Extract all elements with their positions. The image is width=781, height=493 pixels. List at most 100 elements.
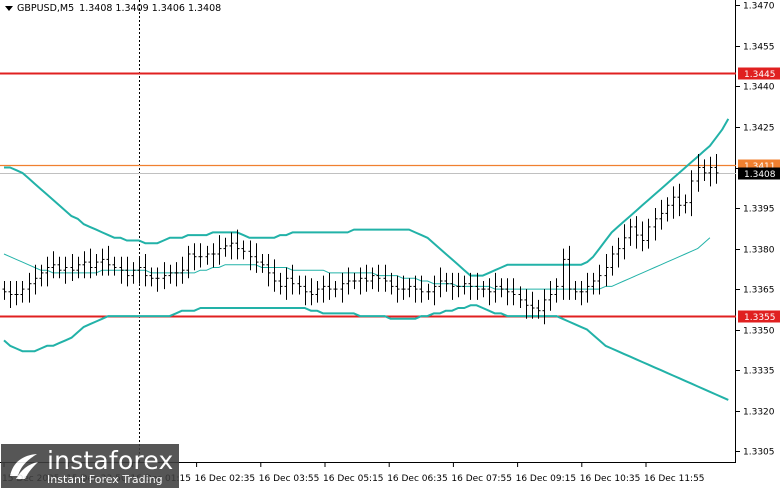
price-bar — [456, 272, 461, 298]
price-bar — [155, 267, 160, 292]
time-tick-label: 16 Dec 02:35 — [195, 474, 256, 484]
price-bar — [229, 232, 234, 260]
instaforex-logo: instaforex Instant Forex Trading — [1, 444, 179, 488]
price-bar — [671, 186, 676, 219]
dropdown-triangle-icon[interactable] — [5, 5, 13, 11]
price-bar — [352, 272, 357, 290]
price-bar — [665, 197, 670, 222]
price-bar — [125, 256, 130, 287]
level-price-tag — [738, 67, 780, 80]
price-bar — [223, 237, 228, 257]
price-bar — [426, 283, 431, 300]
price-bar — [346, 267, 351, 295]
price-bar — [548, 281, 553, 311]
price-bar — [702, 159, 707, 181]
price-bar — [112, 256, 117, 276]
price-bar — [401, 275, 406, 300]
price-bar — [260, 254, 265, 273]
price-bar — [333, 281, 338, 298]
price-bar — [536, 299, 541, 319]
price-bar — [45, 256, 50, 287]
price-tick-label: 1.3455 — [743, 43, 775, 53]
price-bar — [211, 243, 216, 268]
price-bar — [340, 272, 345, 303]
price-bar — [217, 235, 222, 265]
price-bar — [39, 264, 44, 287]
price-bar — [505, 278, 510, 306]
price-bar — [604, 254, 609, 287]
price-bar — [14, 281, 19, 306]
price-bar — [444, 272, 449, 292]
price-bar — [561, 248, 566, 300]
price-bar — [143, 254, 148, 287]
price-bar — [530, 291, 535, 319]
price-bar — [327, 272, 332, 300]
price-bar — [321, 275, 326, 303]
level-price-label: 1.3355 — [744, 313, 776, 323]
price-tick-label: 1.3350 — [743, 327, 775, 337]
price-bar — [137, 256, 142, 284]
price-bar — [499, 278, 504, 298]
price-bar — [616, 237, 621, 268]
price-bar — [272, 259, 277, 292]
price-bar — [708, 156, 713, 187]
price-bar — [646, 218, 651, 249]
price-bar — [389, 272, 394, 295]
price-tick-label: 1.3440 — [743, 83, 775, 93]
current-price-label: 1.3408 — [744, 170, 776, 180]
price-bar — [8, 281, 13, 308]
level-price-tag — [738, 310, 780, 323]
price-bar — [57, 256, 62, 279]
price-bar — [653, 208, 658, 241]
price-bar — [413, 275, 418, 303]
price-bar — [450, 272, 455, 300]
price-bar — [20, 281, 25, 303]
price-bar — [622, 224, 627, 260]
price-bar — [628, 218, 633, 246]
price-bar — [2, 281, 7, 300]
price-bar — [174, 262, 179, 287]
price-bar — [82, 251, 87, 279]
price-bar — [689, 170, 694, 217]
price-tick-label: 1.3380 — [743, 246, 775, 256]
price-bar — [696, 154, 701, 192]
level-price-label: 1.3445 — [744, 70, 776, 80]
bollinger-lower-band — [3, 304, 729, 401]
price-bar — [94, 254, 99, 276]
price-bar — [284, 267, 289, 300]
price-bar — [278, 272, 283, 295]
price-bar — [714, 154, 719, 184]
price-bar — [119, 256, 124, 284]
price-bar — [309, 278, 314, 306]
price-bar — [198, 243, 203, 268]
price-bar — [419, 275, 424, 303]
price-bar — [131, 262, 136, 284]
price-bar — [487, 278, 492, 306]
logo-tagline: Instant Forex Trading — [47, 473, 163, 486]
price-tick-label: 1.3335 — [743, 367, 775, 377]
time-tick-label: 16 Dec 07:55 — [451, 474, 512, 484]
time-tick-label: 16 Dec 09:15 — [516, 474, 577, 484]
price-bar — [432, 275, 437, 306]
price-bar — [493, 272, 498, 303]
price-bar — [383, 264, 388, 292]
price-bar — [100, 248, 105, 276]
price-bar — [241, 240, 246, 260]
price-bar — [364, 264, 369, 292]
price-bar — [297, 275, 302, 295]
price-bar — [70, 254, 75, 281]
price-tick-label: 1.3365 — [743, 286, 775, 296]
price-bar — [634, 216, 639, 249]
symbol-name: GBPUSD,M5 — [17, 2, 75, 14]
time-tick-label: 16 Dec 11:55 — [644, 474, 705, 484]
price-bar — [585, 272, 590, 303]
bollinger-upper-band — [4, 118, 730, 277]
price-bars — [2, 154, 719, 325]
price-bar — [567, 245, 572, 300]
price-bar — [180, 256, 185, 284]
price-bar — [248, 240, 253, 271]
price-bar — [168, 264, 173, 284]
price-bar — [290, 264, 295, 295]
